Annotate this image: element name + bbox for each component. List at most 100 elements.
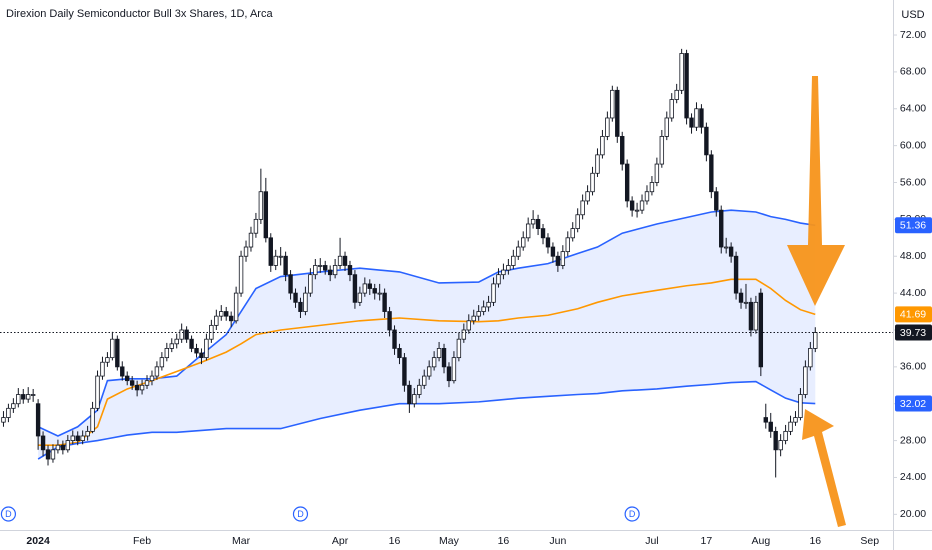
candle-body (105, 357, 110, 363)
price-tag (895, 217, 932, 234)
candle-body (456, 338, 462, 359)
candle-body (808, 348, 813, 368)
dividend-label: D (5, 509, 12, 519)
price-tag-label: 39.73 (900, 327, 926, 339)
candle-body (50, 449, 56, 460)
candle-body (402, 357, 407, 386)
candle-body (219, 311, 224, 317)
price-tag-label: 32.02 (900, 398, 926, 410)
y-tick-label: 64.00 (900, 103, 926, 115)
candle-body (605, 117, 610, 137)
y-tick-label: 72.00 (900, 29, 926, 41)
candle-body (476, 311, 481, 317)
x-tick-label: Feb (133, 535, 151, 547)
candle-body (704, 126, 709, 156)
x-tick-label: Jun (549, 535, 566, 547)
candle-body (719, 209, 724, 248)
candle-body (426, 366, 432, 377)
price-tag-label: 51.36 (900, 220, 926, 232)
candle-body (392, 329, 397, 349)
y-tick-label: 36.00 (900, 361, 926, 373)
candle-body (75, 435, 80, 441)
candle-body (149, 375, 155, 382)
candle-body (550, 246, 556, 257)
candle-body (21, 394, 26, 400)
candle-body (337, 255, 343, 266)
candle-body (431, 357, 437, 368)
candle-body (753, 301, 759, 331)
candle-body (694, 108, 699, 128)
candle-body (525, 223, 531, 239)
candle-body (80, 435, 85, 441)
candle-body (738, 292, 744, 303)
candle-body (728, 246, 734, 257)
y-tick-label: 56.00 (900, 176, 926, 188)
candle-body (40, 435, 46, 451)
candle-body (580, 200, 585, 216)
candle-body (501, 269, 506, 276)
candle-body (644, 191, 650, 202)
upper-band (37, 209, 816, 437)
candle-body (224, 311, 229, 317)
candle-body (699, 108, 704, 128)
lower-band (37, 380, 816, 460)
x-tick-label: 16 (498, 535, 510, 547)
dividend-marker (292, 506, 309, 522)
candle-body (545, 237, 551, 248)
candle-body (283, 255, 288, 276)
dividend-label: D (629, 509, 636, 519)
candle-body (6, 407, 11, 418)
candle-body (679, 53, 684, 91)
candle-body (813, 332, 818, 349)
x-tick-label: 16 (389, 535, 401, 547)
candle-body (199, 352, 204, 359)
candle-body (100, 361, 105, 377)
candle-body (689, 117, 694, 128)
candle-body (555, 255, 561, 266)
candle-body (511, 255, 516, 266)
candle-body (530, 218, 536, 225)
candle-body (318, 265, 323, 267)
candle-body (412, 394, 417, 405)
candle-body (313, 265, 318, 276)
y-tick-label: 60.00 (900, 139, 926, 151)
candle-body (486, 301, 491, 308)
y-tick-label: 28.00 (900, 434, 926, 446)
candle-body (585, 191, 590, 202)
candle-body (115, 338, 120, 368)
candle-body (65, 440, 71, 451)
candle-body (174, 338, 179, 345)
candle-body (674, 89, 679, 100)
candle-body (610, 89, 615, 119)
candle-body (506, 265, 511, 271)
candle-body (422, 375, 427, 386)
candle-body (629, 200, 635, 211)
candle-body (288, 274, 293, 294)
candle-body (748, 301, 754, 331)
dividend-marker (0, 506, 17, 522)
candle-body (634, 209, 640, 212)
candle-body (417, 384, 422, 395)
candle-body (184, 329, 189, 340)
candle-body (298, 301, 303, 312)
candle-body (30, 394, 36, 396)
candle-body (471, 315, 476, 322)
candle-body (214, 315, 219, 326)
arrow-up (802, 409, 846, 527)
candle-body (773, 430, 778, 451)
candle-body (491, 283, 496, 303)
candle-body (788, 421, 793, 432)
candle-body (243, 246, 249, 257)
candle-body (783, 430, 788, 441)
candle-body (565, 237, 570, 253)
candle-body (560, 251, 566, 266)
candle-body (684, 53, 689, 119)
candle-body (342, 255, 348, 266)
candle-body (159, 357, 165, 368)
candle-body (600, 136, 605, 156)
x-tick-label: Aug (751, 535, 770, 547)
price-tag-label: 41.69 (900, 309, 926, 321)
candle-body (441, 348, 447, 368)
candle-body (793, 417, 798, 423)
